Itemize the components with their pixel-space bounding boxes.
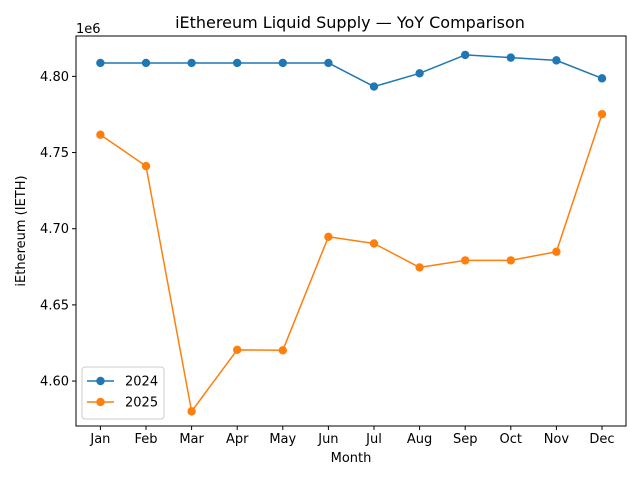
data-point-2025-apr (233, 345, 242, 355)
legend-label-2024: 2024 (125, 375, 158, 390)
data-point-2024-jul (369, 82, 379, 91)
legend: 2024 2025 (81, 366, 165, 420)
data-point-2025-oct (506, 256, 515, 265)
data-point-2024-dec (597, 74, 607, 83)
plot-frame (75, 35, 627, 427)
y-tick-label-4: 4.80 (40, 70, 69, 85)
data-point-2025-may (278, 346, 287, 355)
y-tick-label-1: 4.65 (40, 298, 69, 313)
data-point-2025-mar (187, 407, 196, 416)
data-point-2025-nov (552, 247, 561, 256)
data-point-2025-dec (597, 109, 607, 119)
data-point-2024-nov (552, 56, 561, 65)
data-point-2024-mar (187, 58, 196, 68)
data-point-2025-jul (369, 239, 379, 248)
data-point-2025-aug (415, 263, 424, 272)
data-point-2024-apr (233, 58, 242, 68)
data-point-2024-jan (96, 58, 105, 68)
legend-label-2025: 2025 (125, 396, 158, 411)
x-tick-label-dec: Dec (589, 432, 614, 447)
x-tick-label-mar: Mar (179, 432, 204, 447)
series-line-2024 (100, 54, 603, 88)
y-tick-label-0: 4.60 (40, 375, 69, 390)
x-tick-label-sep: Sep (453, 432, 478, 447)
series-line-2025 (99, 113, 603, 413)
x-tick-label-aug: Aug (407, 432, 432, 447)
legend-marker-2024 (96, 376, 105, 386)
data-point-2024-aug (415, 69, 424, 78)
x-tick-label-nov: Nov (544, 432, 570, 447)
data-point-2024-sep (461, 50, 470, 60)
data-point-2024-oct (506, 53, 515, 62)
data-point-2024-feb (141, 58, 151, 68)
x-tick-label-feb: Feb (134, 432, 157, 447)
x-tick-label-jan: Jan (89, 432, 110, 447)
legend-marker-2025 (96, 397, 105, 407)
x-tick-label-apr: Apr (226, 432, 249, 447)
y-tick-label-3: 4.75 (40, 146, 69, 161)
chart-title: iEthereum Liquid Supply — YoY Comparison (175, 13, 525, 32)
data-point-2025-jun (324, 232, 333, 241)
data-point-2025-feb (141, 161, 151, 171)
data-point-2024-jun (324, 58, 333, 68)
data-point-2025-sep (461, 256, 470, 265)
x-axis-label: Month (331, 451, 372, 466)
data-point-2025-jan (96, 130, 105, 139)
x-tick-label-may: May (269, 432, 296, 447)
data-point-2024-may (278, 58, 287, 68)
y-tick-label-2: 4.70 (40, 222, 69, 237)
y-axis-label: iEthereum (IETH) (14, 175, 29, 286)
x-tick-label-oct: Oct (500, 432, 522, 447)
x-tick-label-jun: Jun (317, 432, 338, 447)
offset-text: 1e6 (76, 22, 101, 37)
plot-area: Jan Feb Mar Apr May Jun Jul Aug Sep Oct Nov Dec 4.60… (40, 50, 615, 447)
x-tick-label-jul: Jul (365, 432, 382, 447)
